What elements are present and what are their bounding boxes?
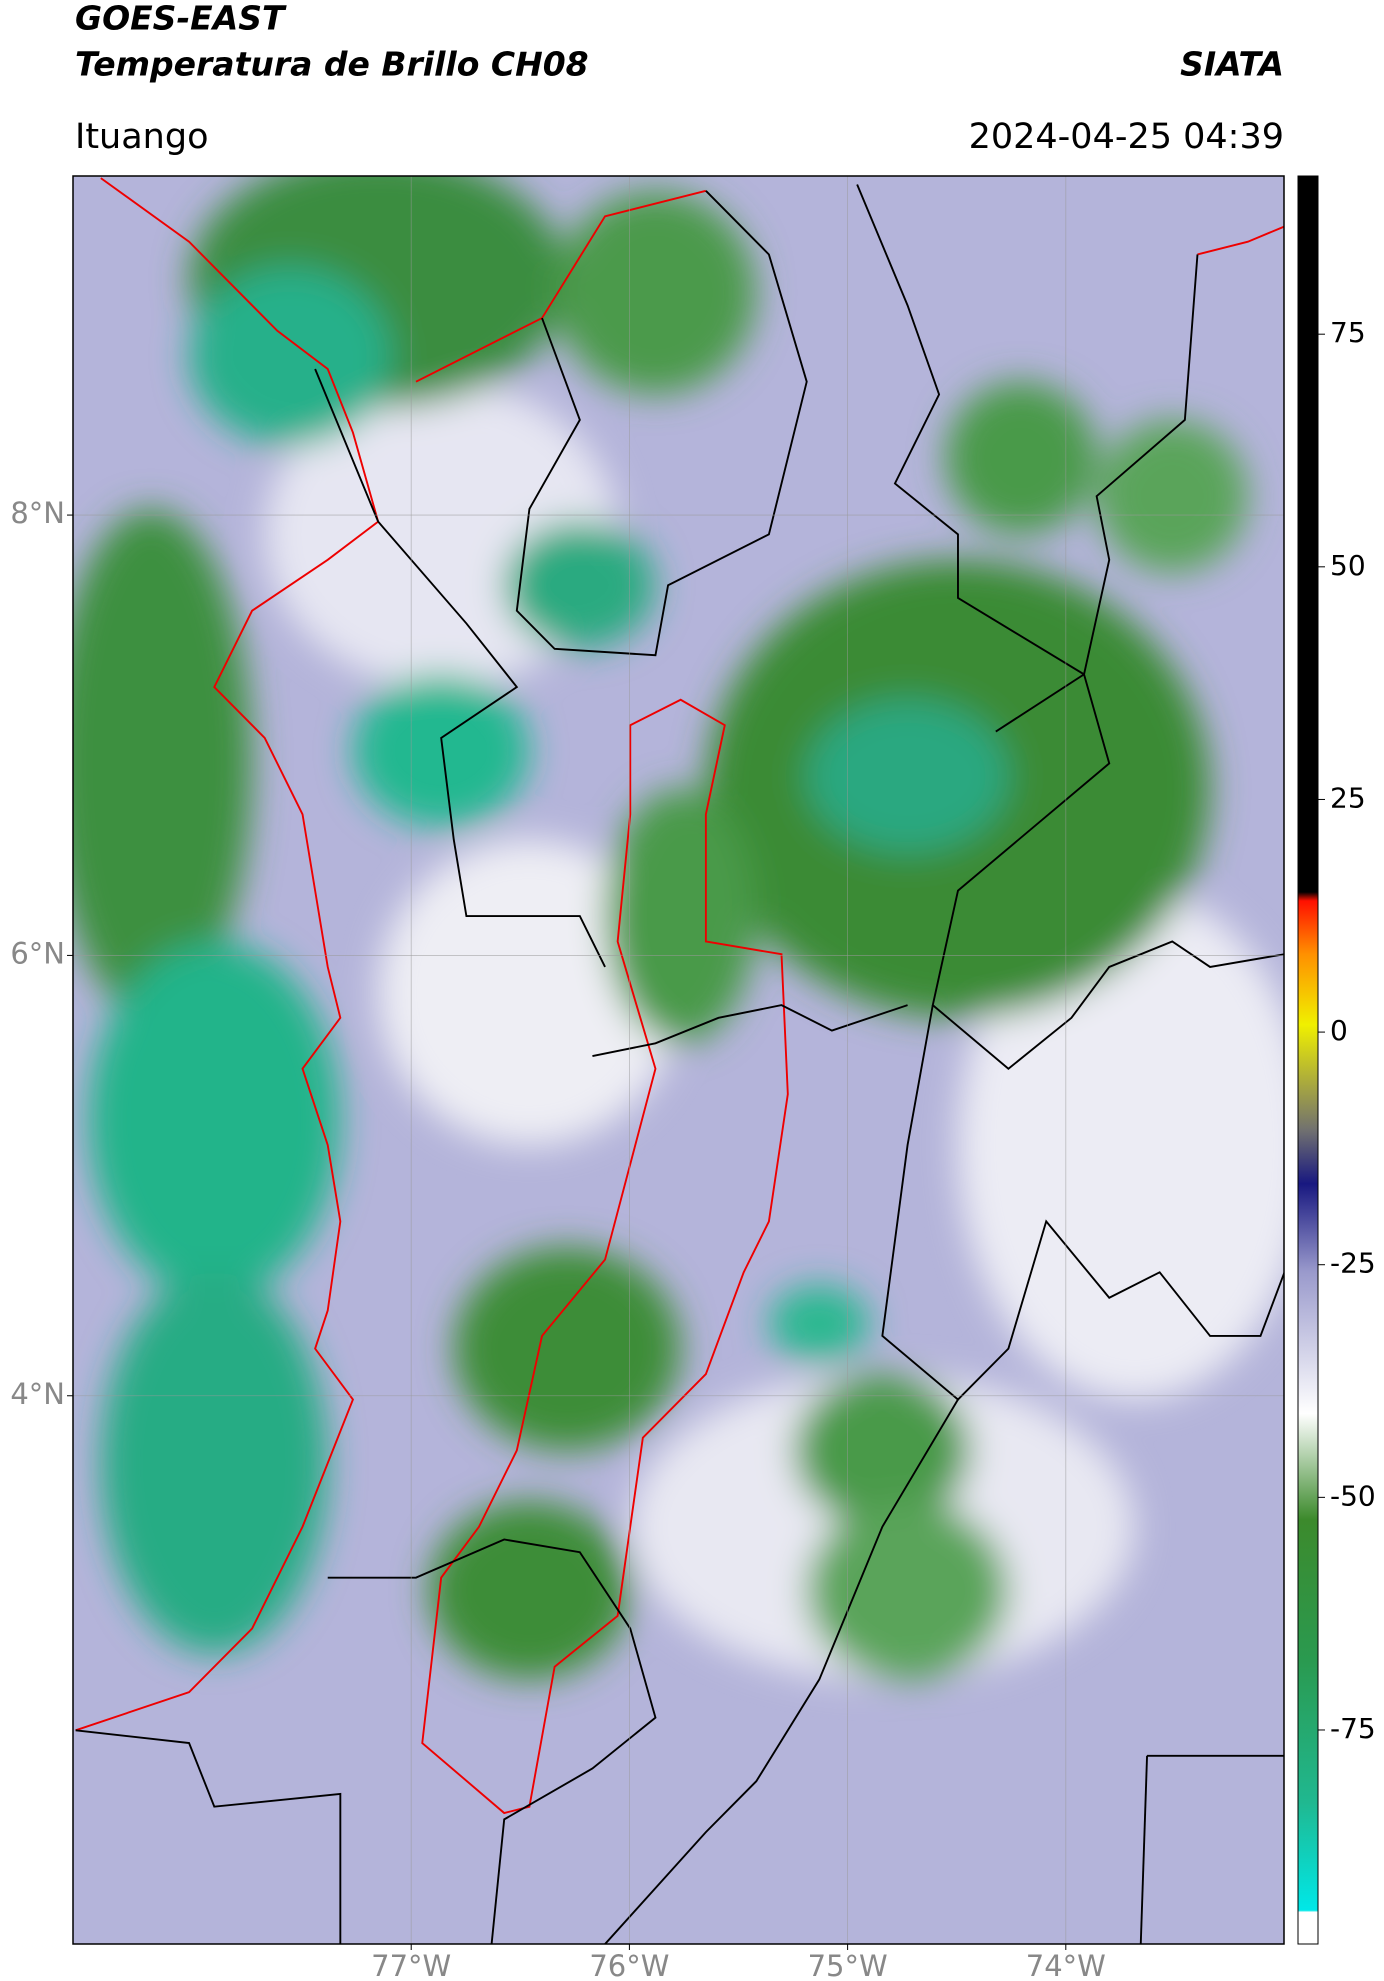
subtitle: Temperatura de Brillo CH08 [75,45,589,84]
colorbar-tick-label: 50 [1330,549,1366,582]
x-tick-label: 76°W [589,1949,669,1981]
map-frame [72,175,1285,1945]
location: Ituango [75,117,209,157]
y-tick-label: 8°N [10,496,65,530]
satellite-image [73,176,1284,1944]
x-tick-label: 75°W [808,1949,888,1981]
datetime: 2024-04-25 04:39 [969,117,1284,157]
x-tick-label: 77°W [371,1949,451,1981]
title: GOES-EAST [75,0,287,38]
colorbar-tick-label: 25 [1330,781,1366,814]
y-tick-label: 4°N [10,1377,65,1411]
colorbar-tick-label: 75 [1330,316,1366,349]
source: SIATA [1180,45,1284,84]
colorbar [1297,175,1319,1945]
colorbar-tick-label: -75 [1330,1712,1376,1745]
colorbar-tick-label: 0 [1330,1014,1348,1047]
colorbar-tick-label: -50 [1330,1479,1376,1512]
y-tick-label: 6°N [10,936,65,970]
x-tick-label: 74°W [1026,1949,1106,1981]
graticule [73,176,1284,1944]
colorbar-tick-label: -25 [1330,1247,1376,1280]
